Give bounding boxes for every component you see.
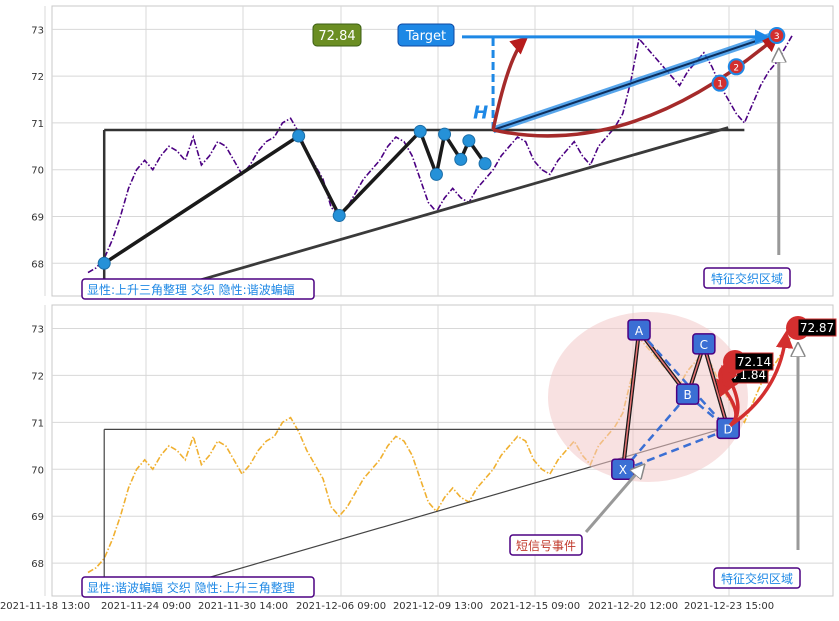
price-series-line xyxy=(87,33,794,274)
harmonic-ratio-line xyxy=(638,329,730,431)
zone-label-box xyxy=(703,267,791,289)
support-trendline xyxy=(184,126,729,286)
x-tick-label: 2021-12-09 13:00 xyxy=(393,601,483,612)
target-value-box xyxy=(312,23,362,47)
x-tick-label: 2021-11-30 14:00 xyxy=(198,601,288,612)
numbered-marker xyxy=(727,58,745,76)
harmonic-ratio-line xyxy=(621,394,689,472)
zone-label-text: 特征交织区域 xyxy=(711,271,783,286)
pattern-description-box xyxy=(81,576,315,598)
pivot-marker xyxy=(332,209,346,223)
x-tick-label: 2021-12-20 12:00 xyxy=(588,601,678,612)
y-tick-label: 69 xyxy=(31,512,44,523)
x-tick-label: 2021-11-18 13:00 xyxy=(0,601,90,612)
pivot-marker xyxy=(429,167,443,181)
numbered-marker xyxy=(768,26,786,44)
target-label-text: Target xyxy=(405,29,446,44)
x-axis-labels: 2021-11-18 13:00 2021-11-24 09:00 2021-11-… xyxy=(0,601,774,612)
harmonic-point-label: A xyxy=(635,324,644,338)
numbered-marker-label: 2 xyxy=(733,63,739,73)
harmonic-point-label: C xyxy=(700,338,708,352)
harmonic-point-box xyxy=(692,333,716,355)
price-label-text: 72.87 xyxy=(800,321,834,335)
event-label-box xyxy=(509,534,583,556)
y-tick-label: 68 xyxy=(31,259,44,270)
pivot-marker xyxy=(478,157,492,171)
harmonic-point-box xyxy=(675,383,700,405)
price-label-box xyxy=(797,318,837,337)
event-label-text: 短信号事件 xyxy=(516,539,576,553)
y-tick-label: 72 xyxy=(31,72,44,83)
y-tick-label: 70 xyxy=(31,465,44,476)
numbered-marker-label: 1 xyxy=(717,80,723,90)
numbered-marker xyxy=(711,74,729,92)
price-projection-arrow xyxy=(729,330,794,427)
y-tick-label: 71 xyxy=(31,418,44,429)
projection-arrow-up xyxy=(491,36,529,131)
x-tick-label: 2021-12-06 09:00 xyxy=(296,601,386,612)
harmonic-point-label: B xyxy=(684,388,692,402)
target-value-text: 72.84 xyxy=(318,29,355,44)
pattern-description-box xyxy=(81,278,315,300)
price-label-box xyxy=(734,352,774,371)
harmonic-point-label: D xyxy=(724,422,733,436)
x-tick-label: 2021-12-23 15:00 xyxy=(684,601,774,612)
pivot-marker xyxy=(292,129,306,143)
height-label: H xyxy=(473,102,488,123)
pattern-description-text: 显性:上升三角整理 交织 隐性:谐波蝙蝠 xyxy=(87,282,295,297)
price-label-text: 72.14 xyxy=(737,355,771,369)
harmonic-point-label: X xyxy=(619,463,627,477)
pivot-marker xyxy=(97,256,111,270)
y-tick-label: 68 xyxy=(31,559,44,570)
top-chart-panel: 68 69 70 71 72 73 xyxy=(31,5,834,297)
x-tick-label: 2021-11-24 09:00 xyxy=(101,601,191,612)
y-tick-label: 69 xyxy=(31,212,44,223)
y-tick-label: 70 xyxy=(31,166,44,177)
y-tick-label: 73 xyxy=(31,324,44,335)
pattern-description-text: 显性:谐波蝙蝠 交织 隐性:上升三角整理 xyxy=(87,580,295,595)
breakout-thin-line xyxy=(492,33,778,131)
target-label-box xyxy=(397,23,455,47)
y-tick-label: 72 xyxy=(31,371,44,382)
pivot-marker xyxy=(438,127,452,141)
pivot-marker xyxy=(454,152,468,166)
y-tick-label: 73 xyxy=(31,25,44,36)
pivot-marker xyxy=(462,134,476,148)
y-tick-label: 71 xyxy=(31,119,44,130)
pivot-marker xyxy=(413,124,427,138)
zone-label-text: 特征交织区域 xyxy=(721,571,793,586)
harmonic-point-box xyxy=(627,319,651,341)
numbered-marker-label: 3 xyxy=(774,32,780,42)
event-pointer-arrow xyxy=(584,466,643,533)
zone-label-box xyxy=(713,567,801,589)
x-tick-label: 2021-12-15 09:00 xyxy=(490,601,580,612)
